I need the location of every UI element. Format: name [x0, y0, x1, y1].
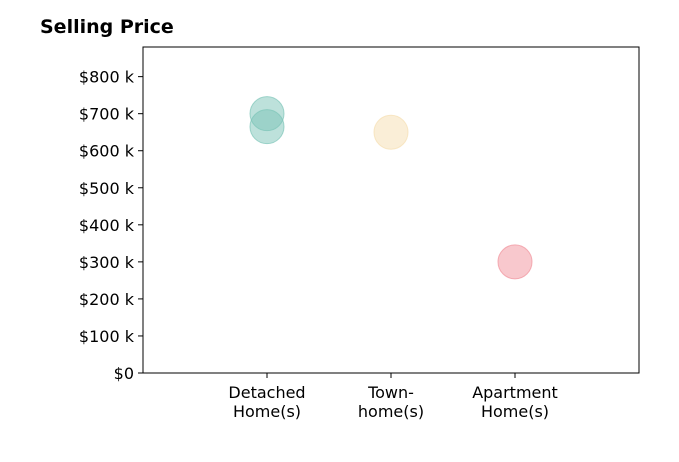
y-tick-label: $0	[114, 364, 134, 383]
y-tick-label: $300 k	[79, 253, 135, 272]
x-tick-label: Town-home(s)	[358, 383, 424, 421]
y-tick-label: $400 k	[79, 216, 135, 235]
y-axis: $0 $100 k $200 k $300 k $400 k $500 k $600 k $7…	[79, 68, 143, 383]
data-point-2	[373, 114, 409, 150]
x-tick-label: Detached Home(s)	[228, 383, 305, 421]
y-tick-label: $100 k	[79, 327, 135, 346]
y-tick-label: $800 k	[79, 68, 135, 87]
x-tick-label: Apartment Home(s)	[472, 383, 558, 421]
plot-area	[142, 46, 640, 374]
data-point-1	[249, 109, 285, 145]
data-point-3	[497, 244, 533, 280]
chart-title: Selling Price	[40, 16, 174, 38]
y-tick-label: $500 k	[79, 179, 135, 198]
points-layer	[249, 96, 533, 280]
y-tick-label: $700 k	[79, 105, 135, 124]
x-axis: Detached Home(s) Town-home(s) Apartment Home…	[228, 373, 558, 421]
y-tick-label: $200 k	[79, 290, 135, 309]
y-tick-label: $600 k	[79, 142, 135, 161]
